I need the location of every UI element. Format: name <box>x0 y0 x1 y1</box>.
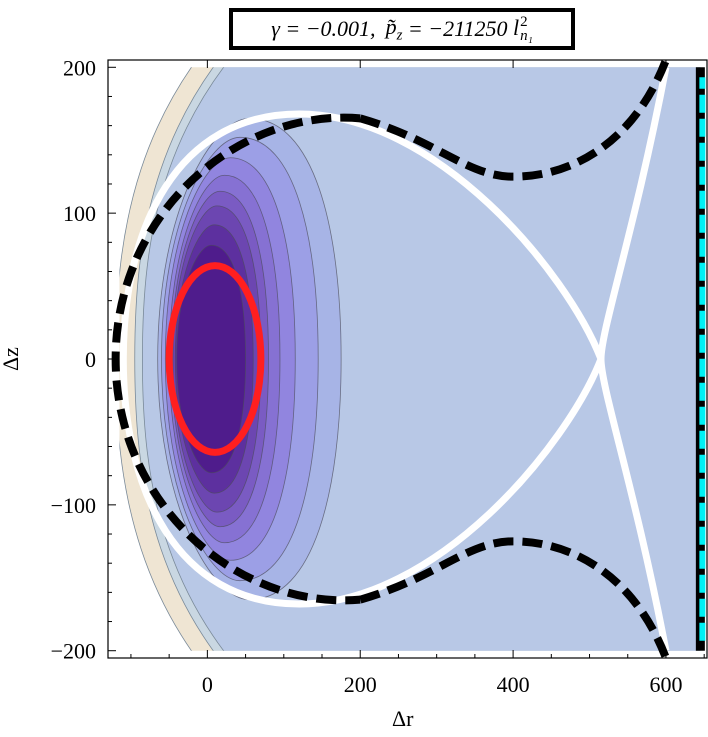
x-tick-label: 400 <box>497 672 530 697</box>
black-dashed-lower <box>359 537 670 660</box>
contour-fill <box>119 67 701 651</box>
y-tick-label: −200 <box>51 639 96 664</box>
y-tick-label: 0 <box>85 347 96 372</box>
x-tick-label: 600 <box>649 672 682 697</box>
black-dashed-upper <box>359 58 670 181</box>
title-l-sup: 2 <box>520 14 528 31</box>
tick-layer: 0 200 400 600 −200 −100 0 100 200 <box>51 55 705 697</box>
title-p-sub: z <box>396 27 403 44</box>
y-tick-label: 100 <box>63 201 96 226</box>
x-tick-label: 200 <box>344 672 377 697</box>
x-axis-label: Δr <box>392 706 414 731</box>
white-separatrix <box>119 66 670 652</box>
y-axis-label: Δz <box>0 347 23 371</box>
title-l-symbol: l <box>512 14 520 40</box>
title-p-symbol: p̃ <box>385 13 397 39</box>
x-tick-label: 0 <box>202 672 213 697</box>
title-p-value: = −211250 <box>402 16 513 41</box>
contour-lobe <box>176 244 246 474</box>
y-tick-label: −100 <box>51 493 96 518</box>
title-l-sub: n₁ <box>520 28 533 45</box>
title-l: l 2 n₁ <box>513 15 533 44</box>
red-ellipse <box>165 262 265 456</box>
title-p: p̃z <box>386 14 403 44</box>
plot-title: γ = −0.001, p̃z = −211250 l 2 n₁ <box>229 8 575 50</box>
title-gamma: γ = −0.001, <box>271 16 376 41</box>
y-tick-label: 200 <box>63 55 96 80</box>
